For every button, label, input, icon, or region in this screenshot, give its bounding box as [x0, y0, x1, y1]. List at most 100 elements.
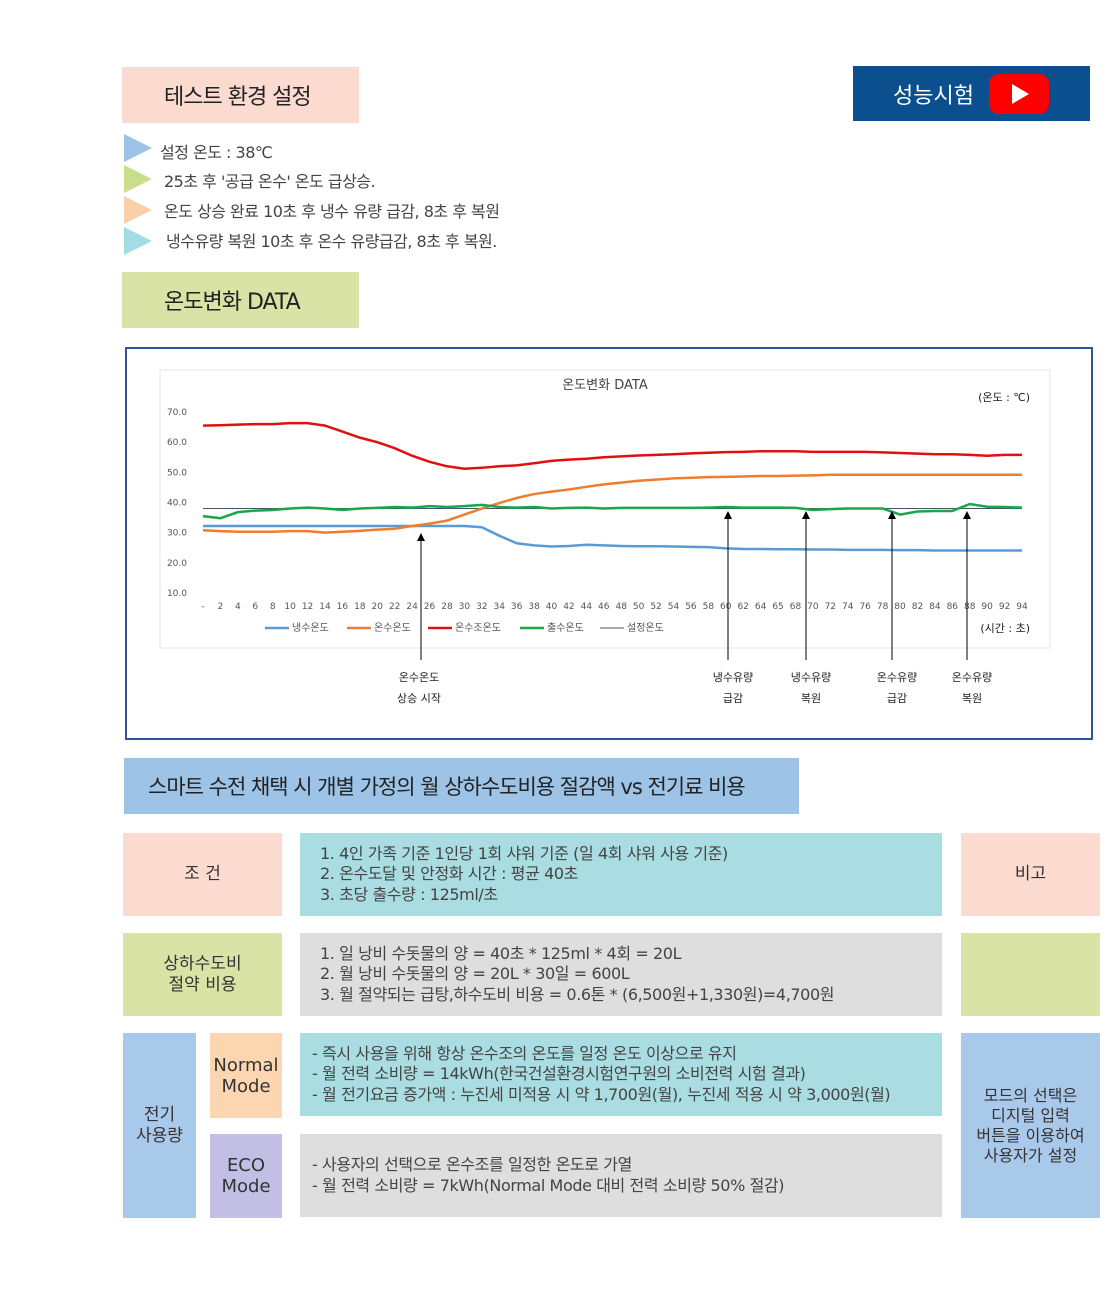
row-content: 1. 4인 가족 기준 1인당 1회 샤워 기준 (일 4회 샤워 사용 기준)… [300, 833, 942, 916]
text-line: 2. 온수도달 및 안정화 시간 : 평균 40초 [320, 864, 578, 884]
x-tick-label: 52 [650, 602, 661, 612]
x-tick-label: 64 [755, 602, 767, 612]
text-line: 3. 초당 출수량 : 125ml/초 [320, 884, 498, 904]
condition: 온도 상승 완료 10초 후 냉수 유량 급감, 8초 후 복원 [164, 202, 500, 221]
bullet-icons [124, 134, 152, 255]
x-tick-label: 94 [1016, 602, 1028, 612]
text-line: Mode [221, 1075, 271, 1097]
condition: 설정 온도 : 38℃ [160, 143, 273, 162]
y-tick-label: 40.0 [167, 499, 187, 509]
x-tick-label: 50 [633, 602, 645, 612]
x-tick-label: 62 [737, 602, 748, 612]
x-tick-label: 48 [615, 602, 627, 612]
text-line: 1. 일 낭비 수돗물의 양 = 40초 * 125ml * 4회 = 20L [320, 943, 682, 963]
text-line: - 사용자의 선택으로 온수조를 일정한 온도로 가열 [312, 1155, 632, 1174]
row-label: 상하수도비 절약 비용 [123, 933, 282, 1016]
section-title: 테스트 환경 설정 [122, 67, 359, 123]
x-tick-label: 40 [546, 602, 558, 612]
legend-label: 냉수온도 [292, 622, 329, 634]
x-unit: (시간 : 초) [980, 622, 1030, 635]
annotation: 온수유량 [877, 671, 917, 684]
annotation: 복원 [801, 692, 821, 705]
annotation: 급감 [723, 692, 743, 705]
mode-content: - 사용자의 선택으로 온수조를 일정한 온도로 가열 - 월 전력 소비량 = … [300, 1134, 942, 1217]
text-line: 디지털 입력 [991, 1105, 1070, 1125]
x-tick-label: 92 [999, 602, 1010, 612]
text-line: 3. 월 절약되는 급탕,하수도비 비용 = 0.6톤 * (6,500원+1,… [320, 984, 835, 1004]
series-line [202, 502, 1023, 520]
series-line [203, 524, 1022, 552]
mode-label: Normal Mode [210, 1033, 282, 1118]
y-tick-label: 60.0 [167, 438, 187, 448]
x-tick-label: 6 [252, 602, 258, 612]
x-tick-label: 36 [511, 602, 523, 612]
x-tick-label: 70 [807, 602, 819, 612]
x-tick-label: 12 [302, 602, 313, 612]
text-line: 사용량 [136, 1125, 183, 1146]
text-line: ECO [226, 1155, 266, 1176]
text-line: 전기 [143, 1104, 176, 1125]
chart: 온도변화 DATA (온도 : ℃) (시간 : 초) 10.0 20.0 30.0… [125, 347, 1093, 740]
y-tick-label: 70.0 [167, 408, 187, 418]
x-tick-label: 76 [859, 602, 871, 612]
x-tick-label: 65 [772, 602, 783, 612]
x-tick-label: - [201, 602, 204, 612]
note: 비고 [961, 833, 1100, 916]
legend-label: 출수온도 [547, 622, 584, 634]
y-tick-label: 20.0 [167, 559, 187, 569]
x-tick-label: 54 [668, 602, 680, 612]
row-content: 1. 일 낭비 수돗물의 양 = 40초 * 125ml * 4회 = 20L 2… [300, 933, 942, 1016]
x-tick-label: 84 [929, 602, 941, 612]
annotation: 냉수유량 [791, 671, 831, 684]
button-label[interactable]: 성능시험 [893, 83, 974, 109]
text-line: 사용자가 설정 [983, 1145, 1078, 1165]
y-tick-label: 10.0 [167, 589, 187, 599]
x-tick-label: 68 [790, 602, 802, 612]
text-line: 조 건 [184, 864, 221, 884]
x-tick-label: 34 [494, 602, 506, 612]
text-line: - 즉시 사용을 위해 항상 온수조의 온도를 일정 온도 이상으로 유지 [312, 1043, 737, 1063]
y-unit: (온도 : ℃) [978, 391, 1030, 404]
x-tick-label: 28 [441, 602, 453, 612]
x-tick-label: 74 [842, 602, 854, 612]
x-tick-label: 60 [720, 602, 732, 612]
x-tick-label: 22 [389, 602, 400, 612]
x-tick-label: 72 [825, 602, 836, 612]
legend-label: 온수조온도 [455, 622, 501, 634]
x-tick-label: 20 [372, 602, 384, 612]
row-label: 조 건 [123, 833, 282, 916]
text-line: 모드의 선택은 [983, 1085, 1078, 1105]
x-tick-label: 90 [981, 602, 993, 612]
y-tick-label: 30.0 [167, 529, 187, 539]
text-line: - 월 전기요금 증가액 : 누진세 미적용 시 약 1,700원(월), 누진… [312, 1084, 891, 1104]
series-line [202, 473, 1022, 534]
mode-label: ECO Mode [210, 1134, 282, 1218]
x-tick-label: 4 [235, 602, 241, 612]
annotation: 상승 시작 [397, 692, 441, 705]
condition: 냉수유량 복원 10초 후 온수 유량급감, 8초 후 복원. [166, 232, 497, 251]
annotation: 냉수유량 [713, 671, 753, 684]
text-line: - 월 전력 소비량 = 14kWh(한국건설환경시험연구원의 소비전력 시험 … [312, 1064, 806, 1084]
video-button[interactable]: 성능시험 [853, 66, 1090, 121]
x-tick-label: 86 [947, 602, 959, 612]
x-tick-label: 56 [685, 602, 697, 612]
x-tick-label: 46 [598, 602, 610, 612]
text-line: 절약 비용 [168, 974, 237, 995]
x-tick-label: 16 [337, 602, 349, 612]
x-tick-label: 44 [581, 602, 593, 612]
text-line: 1. 4인 가족 기준 1인당 1회 샤워 기준 (일 4회 샤워 사용 기준) [320, 843, 728, 863]
note-empty [961, 933, 1100, 1016]
series-line [202, 421, 1022, 470]
legend-label: 온수온도 [374, 622, 411, 634]
text-line: 버튼을 이용하여 [976, 1125, 1085, 1145]
condition: 25초 후 '공급 온수' 온도 급상승. [164, 172, 376, 191]
youtube-icon[interactable] [988, 73, 1050, 115]
note: 모드의 선택은 디지털 입력 버튼을 이용하여 사용자가 설정 [961, 1033, 1100, 1218]
text-line: Normal [213, 1054, 279, 1076]
row-label: 전기 사용량 [123, 1033, 196, 1218]
x-tick-label: 78 [877, 602, 889, 612]
x-tick-label: 82 [912, 602, 923, 612]
annotation: 복원 [962, 692, 982, 705]
x-tick-label: 42 [563, 602, 574, 612]
x-tick-label: 38 [528, 602, 540, 612]
